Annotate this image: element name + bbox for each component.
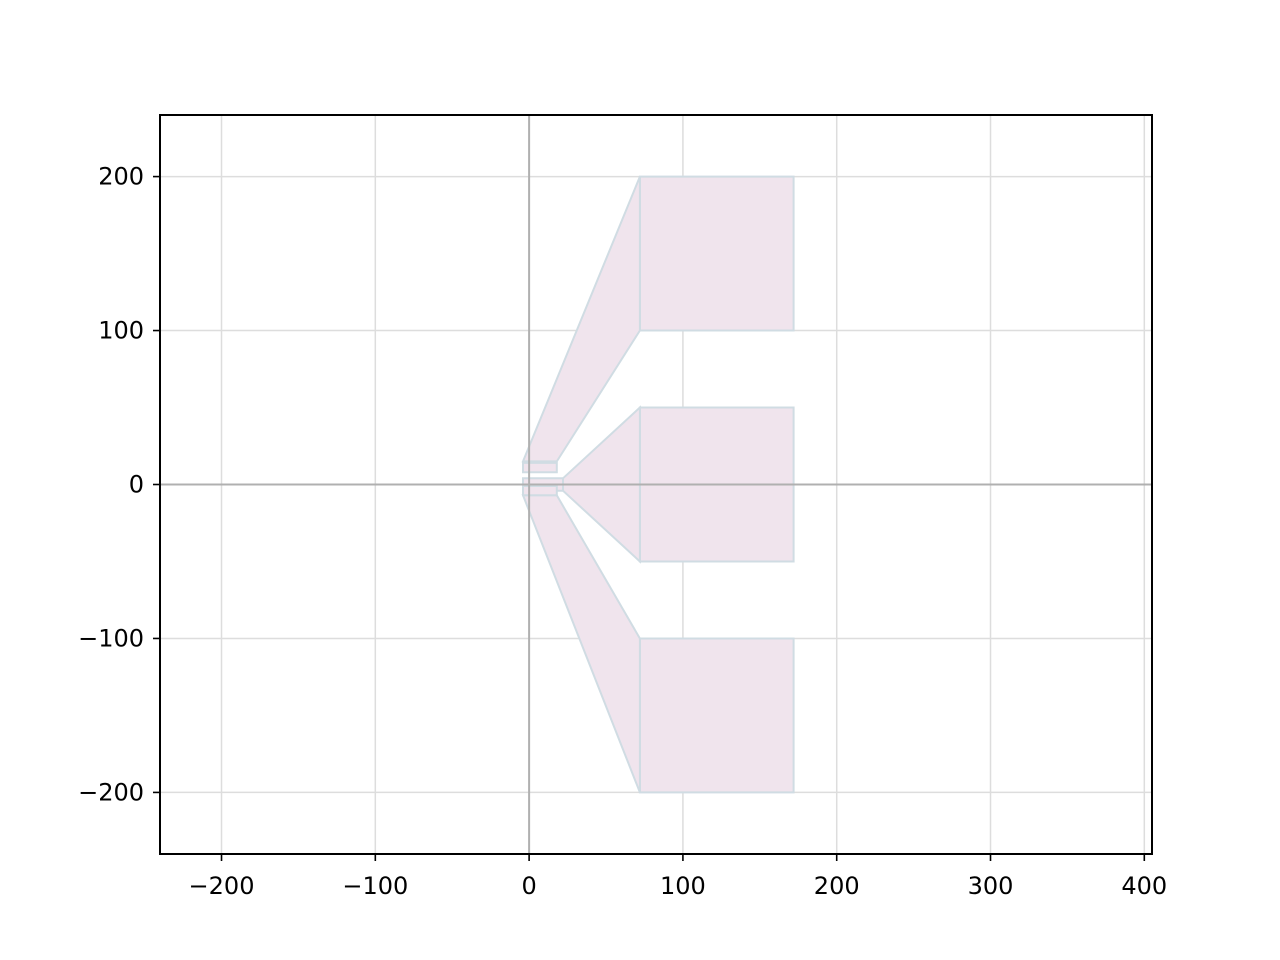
x-tick-label: 400	[1121, 872, 1167, 900]
top-taper-polygon	[521, 176, 641, 463]
origin-axes	[160, 115, 1152, 854]
x-tick-label: 100	[660, 872, 706, 900]
x-tick-label: −100	[342, 872, 408, 900]
y-tick-label: 0	[129, 471, 144, 499]
x-tick-label: 300	[968, 872, 1014, 900]
bottom-pad-polygon	[638, 637, 795, 794]
y-tick-label: −200	[78, 778, 144, 806]
y-tick-label: 200	[98, 163, 144, 191]
x-tick-label: −200	[189, 872, 255, 900]
x-tick-label: 0	[521, 872, 536, 900]
top-pad-polygon	[638, 175, 795, 332]
y-tick-label: −100	[78, 624, 144, 652]
bottom-finger-polygon	[522, 485, 558, 497]
top-finger-polygon	[522, 461, 558, 474]
ticks: −200 −100 0 100 200 300 400 −200 −100 0 100 200	[78, 163, 1167, 900]
x-tick-label: 200	[814, 872, 860, 900]
y-tick-label: 100	[98, 317, 144, 345]
